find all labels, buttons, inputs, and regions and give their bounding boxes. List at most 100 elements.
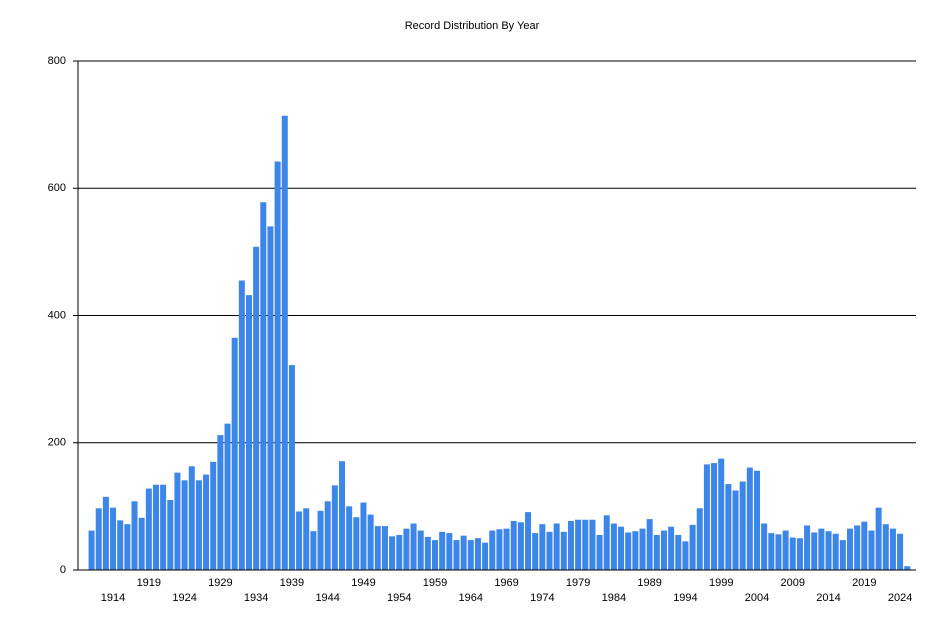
- bar: [453, 540, 460, 570]
- x-tick-label: 1929: [208, 577, 232, 589]
- bar: [403, 528, 410, 570]
- x-tick-label: 1919: [137, 577, 161, 589]
- bar: [317, 510, 324, 570]
- x-tick-label: 1949: [351, 577, 375, 589]
- bar: [718, 458, 725, 570]
- x-tick-label: 1964: [459, 592, 483, 604]
- bar: [689, 524, 696, 570]
- bar: [882, 524, 889, 570]
- bar: [296, 511, 303, 570]
- bar: [160, 484, 167, 570]
- chart-title: Record Distribution By Year: [405, 20, 540, 32]
- bar: [818, 528, 825, 570]
- bar: [904, 566, 911, 570]
- bar: [117, 520, 124, 570]
- bar: [482, 542, 489, 570]
- bar: [496, 529, 503, 570]
- x-tick-label: 1984: [602, 592, 626, 604]
- bar: [517, 522, 524, 570]
- bar: [646, 519, 653, 570]
- x-tick-label: 1914: [101, 592, 125, 604]
- x-tick-label: 1959: [423, 577, 447, 589]
- bar: [739, 481, 746, 570]
- x-tick-label: 1969: [494, 577, 518, 589]
- x-tick-label: 2019: [852, 577, 876, 589]
- x-tick-label: 2004: [745, 592, 769, 604]
- x-tick-label: 1994: [673, 592, 697, 604]
- bar: [868, 530, 875, 570]
- bar: [889, 528, 896, 570]
- bar: [861, 521, 868, 570]
- x-tick-label: 1979: [566, 577, 590, 589]
- bar: [546, 531, 553, 570]
- bar: [152, 484, 159, 570]
- bar: [217, 435, 224, 570]
- y-tick-label: 800: [48, 55, 66, 67]
- bar: [360, 502, 367, 570]
- bar: [138, 517, 145, 570]
- bar: [224, 423, 231, 570]
- bar: [660, 530, 667, 570]
- x-tick-label: 1939: [280, 577, 304, 589]
- bar: [324, 501, 331, 570]
- bar: [539, 524, 546, 570]
- bar: [281, 115, 288, 570]
- bar: [839, 540, 846, 570]
- bar: [825, 531, 832, 570]
- bar: [639, 528, 646, 570]
- bar: [389, 536, 396, 570]
- bar: [174, 472, 181, 570]
- bar: [589, 519, 596, 570]
- bar: [203, 474, 210, 570]
- bar: [832, 533, 839, 570]
- bar: [632, 531, 639, 570]
- x-tick-label: 1944: [315, 592, 339, 604]
- x-tick-label: 2014: [816, 592, 840, 604]
- bar: [854, 525, 861, 570]
- bar: [610, 523, 617, 570]
- bar: [525, 512, 532, 570]
- bar: [310, 531, 317, 570]
- bar: [682, 541, 689, 570]
- x-tick-label: 1954: [387, 592, 411, 604]
- bar: [424, 536, 431, 570]
- bar: [618, 526, 625, 570]
- bar: [775, 534, 782, 570]
- bar: [439, 531, 446, 570]
- x-tick-label: 1934: [244, 592, 268, 604]
- bar: [703, 464, 710, 570]
- bar: [875, 507, 882, 570]
- bar: [245, 295, 252, 570]
- bar: [668, 526, 675, 570]
- bar: [567, 521, 574, 570]
- x-tick-label: 1999: [709, 577, 733, 589]
- bar: [560, 531, 567, 570]
- bar: [711, 463, 718, 570]
- bar: [653, 535, 660, 570]
- bar: [796, 538, 803, 570]
- bar: [88, 530, 95, 570]
- bar: [181, 480, 188, 570]
- x-tick-label: 1989: [637, 577, 661, 589]
- bar: [768, 533, 775, 570]
- bar: [131, 501, 138, 570]
- bar: [503, 528, 510, 570]
- x-tick-label: 2024: [888, 592, 912, 604]
- bar: [746, 467, 753, 570]
- bar: [331, 485, 338, 570]
- bar: [897, 533, 904, 570]
- bar: [374, 526, 381, 570]
- bar: [625, 532, 632, 570]
- bar: [188, 466, 195, 570]
- bar: [446, 533, 453, 570]
- bar: [675, 535, 682, 570]
- bar: [417, 530, 424, 570]
- bar: [367, 514, 374, 570]
- bar: [489, 530, 496, 570]
- bar: [346, 506, 353, 570]
- bar: [410, 523, 417, 570]
- bar: [811, 532, 818, 570]
- bar: [467, 540, 474, 570]
